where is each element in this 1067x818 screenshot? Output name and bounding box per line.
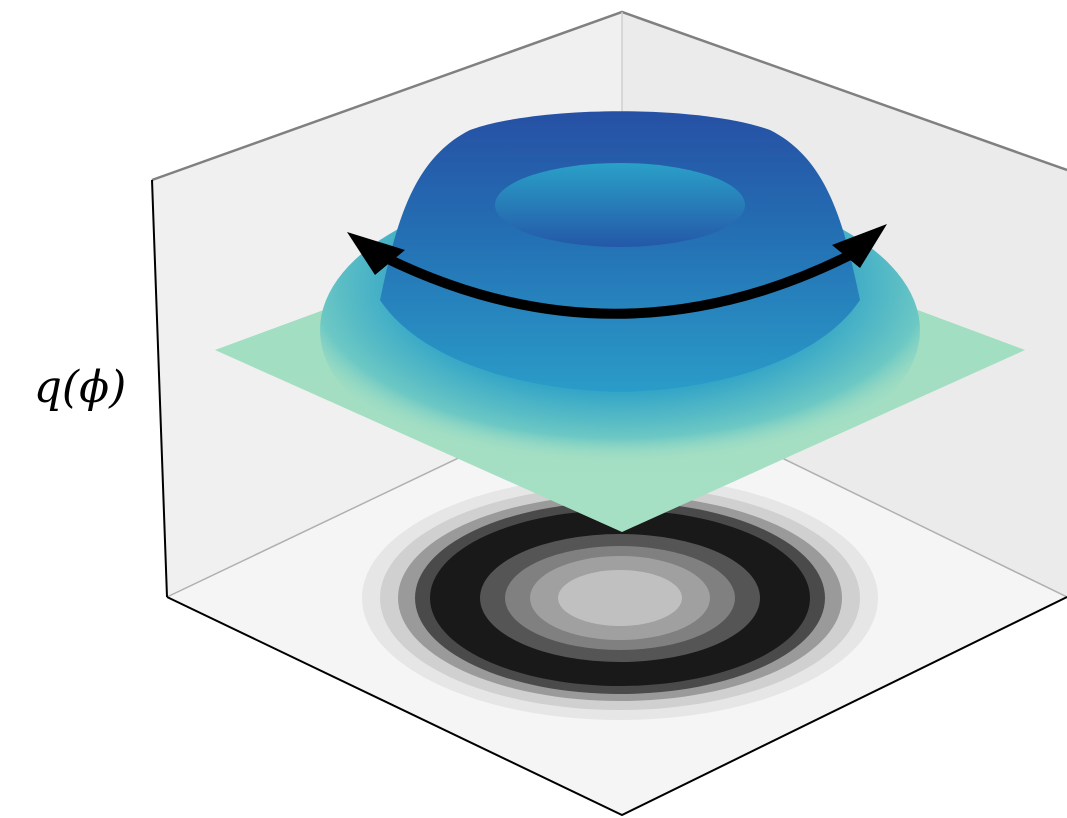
axis-line	[151, 179, 168, 598]
rotation-arrow	[347, 224, 887, 319]
axis-line	[166, 596, 1067, 817]
surface	[215, 111, 1025, 532]
contour-projection	[362, 476, 878, 720]
z-axis-label: q(ϕ)	[34, 362, 127, 413]
